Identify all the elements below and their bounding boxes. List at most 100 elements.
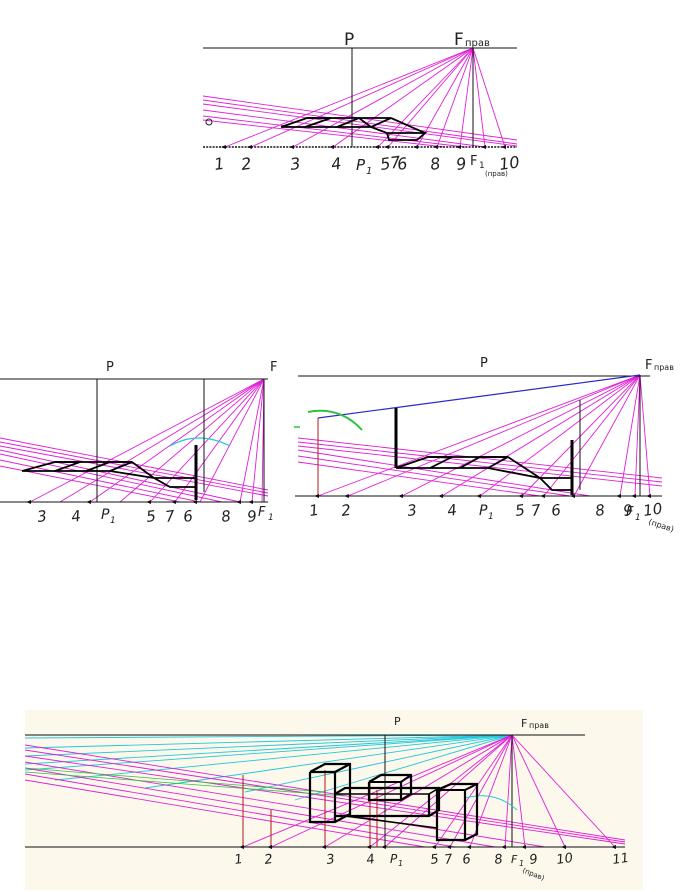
tick-marker: [86, 500, 91, 504]
ray-line: [634, 374, 641, 497]
tick-marker: [239, 845, 244, 849]
tick-marker: [248, 500, 253, 504]
ray-line: [511, 734, 526, 848]
ray-line: [202, 109, 486, 148]
building-wireframe: [308, 762, 479, 842]
f-subscript: прав: [465, 38, 490, 49]
outline-edge: [370, 126, 428, 141]
tick-label: 9: [622, 501, 634, 520]
tick-markers: [221, 145, 506, 149]
tick-marker: [540, 494, 545, 498]
tick-marker: [381, 845, 386, 849]
tick-marker: [366, 845, 371, 849]
tick-marker: [616, 494, 621, 498]
ray-line: [297, 449, 591, 497]
tick-marker: [456, 145, 461, 149]
cyan-ray: [144, 734, 513, 789]
tick-label: 4: [330, 154, 343, 174]
f-label: F: [521, 717, 527, 730]
marker-circle: [205, 118, 213, 126]
tick-marker: [431, 845, 436, 849]
tick-label: 1: [233, 852, 243, 868]
tick-label: 8: [594, 501, 606, 520]
tick-marker: [521, 845, 526, 849]
tick-marker: [221, 145, 226, 149]
f-label: F: [270, 360, 277, 375]
green-line: [25, 771, 346, 797]
tick-markers: [239, 845, 616, 849]
f1-note: (прав): [485, 170, 508, 178]
ray-line: [459, 47, 474, 148]
tick-marker: [267, 845, 272, 849]
ray-line: [202, 115, 466, 148]
floor-plan-outline: [394, 408, 574, 495]
tick-label: 6: [396, 154, 409, 174]
ray-line: [436, 47, 474, 148]
tick-marker: [146, 500, 151, 504]
p1-label: P: [356, 156, 366, 174]
outline-edge: [304, 117, 332, 128]
ray-line: [619, 374, 641, 497]
ray-line: [297, 455, 571, 497]
tick-label: 2: [240, 154, 253, 174]
tick-label: 9: [528, 852, 538, 868]
tick-label: 5: [145, 507, 157, 526]
ray-line: [324, 734, 513, 848]
tick-label: 5: [514, 501, 526, 520]
outline-edge: [367, 773, 413, 802]
outline-edge: [308, 762, 352, 824]
ray-line: [0, 445, 269, 497]
f1-label: F: [258, 505, 266, 520]
ray-line: [511, 734, 566, 848]
ray-line: [639, 374, 651, 497]
tick-marker: [611, 845, 616, 849]
tick-marker: [384, 145, 389, 149]
tick-marker: [476, 494, 481, 498]
tick-label: 2: [263, 852, 273, 868]
ray-line: [250, 47, 474, 148]
floor-plan-outline: [280, 116, 428, 141]
tick-label: 5: [429, 852, 439, 868]
ray-line: [377, 47, 474, 148]
p-label: P: [106, 360, 114, 375]
tick-marker: [171, 500, 176, 504]
tick-label: 6: [182, 507, 194, 526]
tick-label: 9: [246, 507, 258, 526]
tick-label: 7: [443, 852, 454, 868]
ray-line: [25, 779, 426, 848]
tick-marker: [247, 145, 252, 149]
outline-edge: [459, 456, 572, 479]
ray-line: [441, 374, 641, 497]
p1-subscript: 1: [110, 516, 116, 526]
tick-marker: [314, 494, 319, 498]
ray-line: [202, 99, 518, 145]
tick-markers: [26, 500, 253, 504]
ray-line: [317, 374, 641, 497]
outline-edge: [334, 786, 441, 818]
tick-label: 2: [340, 501, 352, 520]
f1-subscript: 1: [519, 859, 524, 868]
tick-marker: [329, 145, 334, 149]
p-label: P: [480, 356, 488, 371]
f1-label: F: [626, 505, 634, 520]
tick-marker: [501, 845, 506, 849]
tick-label: 1: [213, 154, 226, 174]
cyan-ray: [25, 734, 513, 757]
tick-label: 4: [70, 507, 82, 526]
floor-plan-outline: [21, 445, 198, 500]
p1-subscript: 1: [488, 512, 494, 522]
f-label: F: [454, 30, 464, 50]
ray-line: [0, 465, 181, 503]
ray-line: [504, 734, 513, 848]
tick-marker: [518, 494, 523, 498]
cyan-ray: [25, 734, 513, 765]
blue-height-line: [317, 374, 641, 419]
cyan-arc: [464, 795, 518, 811]
ray-line: [511, 734, 616, 848]
tick-label: 8: [220, 507, 232, 526]
tick-label: 11: [611, 851, 629, 868]
outline-edge: [428, 456, 453, 469]
